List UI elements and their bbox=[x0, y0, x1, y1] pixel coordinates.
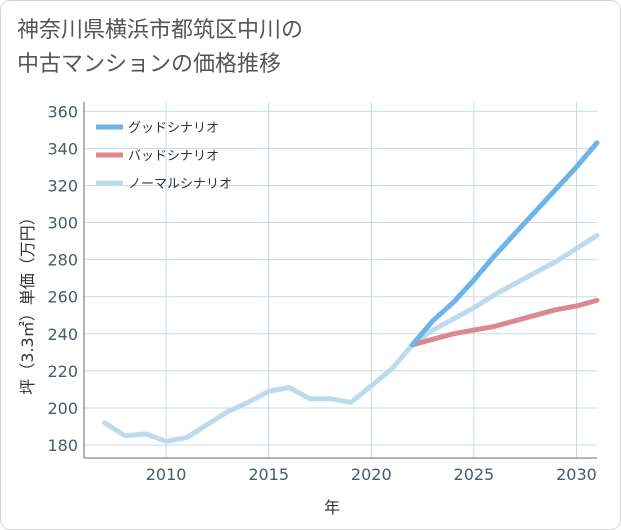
x-tick-label-2010: 2010 bbox=[146, 465, 187, 484]
chart-title-line2: 中古マンションの価格推移 bbox=[17, 52, 282, 77]
x-axis-label: 年 bbox=[324, 498, 340, 517]
y-tick-label-200: 200 bbox=[47, 399, 78, 418]
y-tick-label-320: 320 bbox=[47, 176, 78, 195]
x-tick-label-2030: 2030 bbox=[556, 465, 597, 484]
y-tick-label-180: 180 bbox=[47, 436, 78, 455]
axes bbox=[83, 102, 597, 459]
legend-label-ノーマルシナリオ: ノーマルシナリオ bbox=[128, 177, 232, 192]
series-line-バッドシナリオ bbox=[409, 297, 600, 348]
y-tick-label-360: 360 bbox=[47, 102, 78, 121]
series-line-グッドシナリオ bbox=[409, 140, 600, 348]
x-tick-label-2015: 2015 bbox=[248, 465, 289, 484]
chart-title: 神奈川県横浜市都筑区中川の 中古マンションの価格推移 bbox=[17, 14, 437, 82]
x-tick-label-2020: 2020 bbox=[351, 465, 392, 484]
y-tick-label-340: 340 bbox=[47, 139, 78, 158]
y-tick-label-240: 240 bbox=[47, 325, 78, 344]
legend-label-グッドシナリオ: グッドシナリオ bbox=[128, 121, 219, 136]
y-tick-label-300: 300 bbox=[47, 214, 78, 233]
y-tick-label-260: 260 bbox=[47, 288, 78, 307]
x-tick-label-2025: 2025 bbox=[454, 465, 495, 484]
y-tick-label-280: 280 bbox=[47, 251, 78, 270]
grid-lines bbox=[84, 102, 597, 458]
x-tick-labels: 2010 2015 2020 2025 2030 bbox=[146, 465, 597, 484]
y-axis-label: 坪（3.3㎡）単価（万円） bbox=[18, 209, 37, 394]
legend-label-バッドシナリオ: バッドシナリオ bbox=[128, 149, 219, 164]
chart-title-line1: 神奈川県横浜市都筑区中川の bbox=[17, 18, 304, 43]
y-tick-label-220: 220 bbox=[47, 362, 78, 381]
y-tick-labels: 180 200 220 240 260 280 300 320 340 360 bbox=[47, 102, 78, 455]
series-line-ノーマルシナリオ bbox=[102, 233, 600, 444]
series-lines bbox=[102, 140, 600, 444]
